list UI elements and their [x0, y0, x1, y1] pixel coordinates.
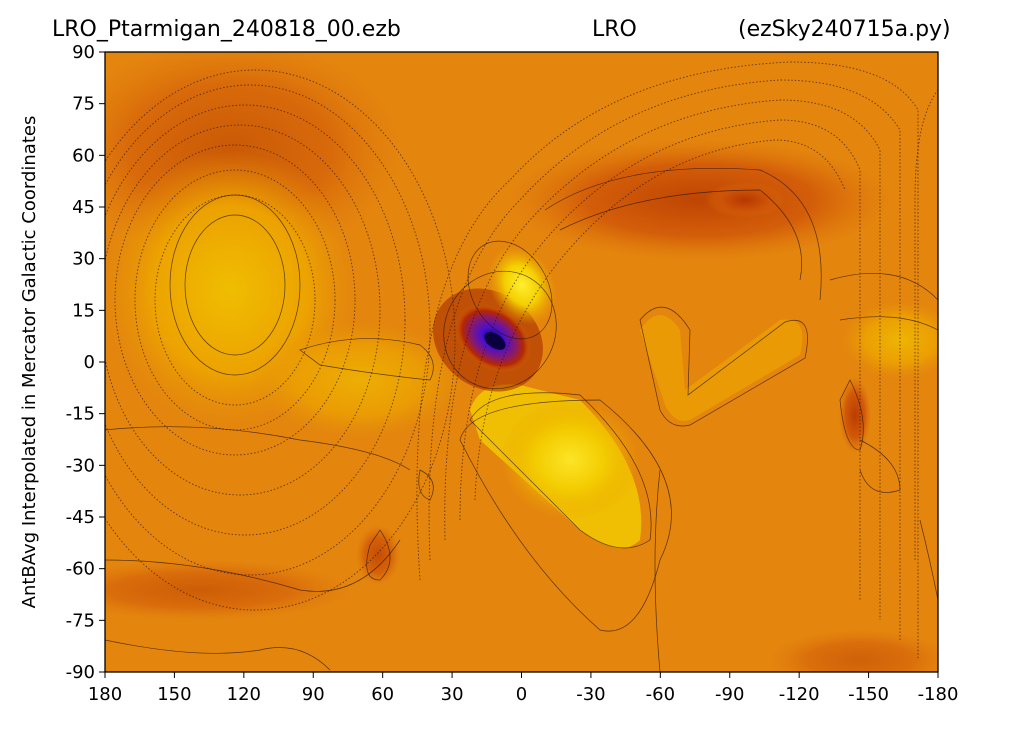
dark-region-top-right — [510, 140, 890, 260]
y-tick-label: 45 — [72, 197, 95, 218]
dark-spot-right — [705, 182, 785, 218]
dark-band-bottom-left — [105, 560, 350, 620]
y-axis: 90 75 60 45 30 15 0 -15 -30 -45 -60 -75 -90 — [66, 42, 105, 683]
x-tick-label: -180 — [918, 684, 959, 705]
x-tick-label: -60 — [646, 684, 675, 705]
x-tick-label: 30 — [441, 684, 464, 705]
x-tick-label: 120 — [227, 684, 261, 705]
y-tick-label: -75 — [66, 610, 95, 631]
x-tick-label: 60 — [371, 684, 394, 705]
contour-lines — [105, 168, 938, 672]
x-tick-label: 180 — [88, 684, 122, 705]
x-tick-label: 150 — [157, 684, 191, 705]
x-tick-label: 0 — [516, 684, 527, 705]
dark-spot-bottom-left — [356, 525, 400, 585]
y-tick-label: -60 — [66, 559, 95, 580]
y-tick-label: -90 — [66, 662, 95, 683]
x-tick-label: 90 — [302, 684, 325, 705]
warm-region-right — [840, 300, 938, 380]
yellow-core-lower — [500, 400, 640, 520]
x-tick-label: -30 — [576, 684, 605, 705]
heatmap-plot — [105, 52, 938, 672]
title-left: LRO_Ptarmigan_240818_00.ezb — [52, 17, 401, 42]
y-tick-label: -30 — [66, 455, 95, 476]
minimum-core — [484, 332, 506, 350]
y-tick-label: 90 — [72, 42, 95, 63]
dotted-contours — [105, 61, 938, 660]
x-tick-label: -150 — [848, 684, 889, 705]
title-right: (ezSky240715a.py) — [738, 17, 951, 42]
y-tick-label: 30 — [72, 249, 95, 270]
y-tick-label: 15 — [72, 300, 95, 321]
x-tick-label: -90 — [715, 684, 744, 705]
warm-region-left-low — [250, 320, 470, 440]
x-tick-label: -120 — [779, 684, 820, 705]
dark-band-bottom-right — [770, 630, 938, 672]
y-tick-label: 75 — [72, 94, 95, 115]
y-tick-label: 0 — [84, 352, 95, 373]
x-axis: 180 150 120 90 60 30 0 -30 -60 -90 -120 -150 -180 — [88, 672, 959, 705]
y-tick-label: 60 — [72, 145, 95, 166]
y-tick-label: -15 — [66, 404, 95, 425]
y-axis-label: AntBAvg Interpolated in Mercator Galacti… — [19, 116, 40, 609]
yellow-v-right — [640, 315, 803, 421]
title-center: LRO — [592, 17, 637, 42]
dark-spot-far-right — [839, 377, 871, 453]
y-tick-label: -45 — [66, 507, 95, 528]
